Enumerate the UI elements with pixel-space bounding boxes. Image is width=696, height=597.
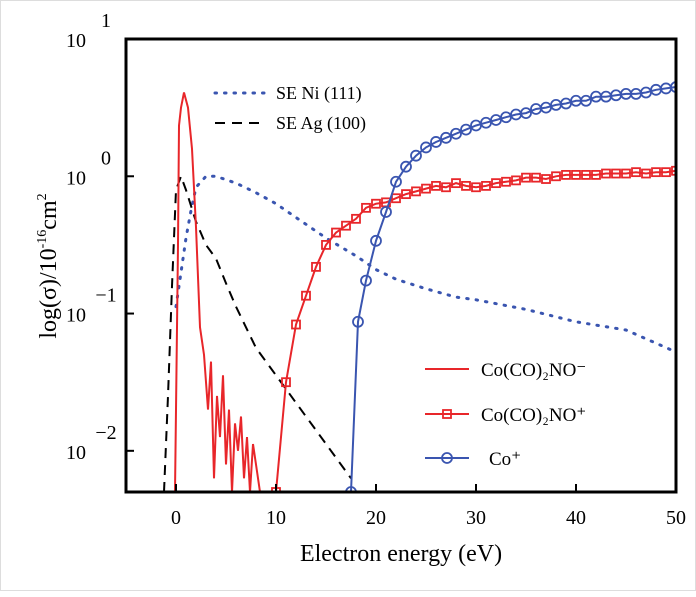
legend-marker-circle <box>441 452 453 464</box>
data-point-square <box>591 169 601 180</box>
data-point-circle <box>410 149 422 162</box>
series-line-2 <box>174 92 261 492</box>
data-point-circle <box>430 136 442 148</box>
data-point-square <box>571 169 581 180</box>
data-point-square <box>521 172 531 183</box>
legend-label: SE Ni (111) <box>276 83 362 104</box>
data-point-square <box>651 167 661 178</box>
data-point-square <box>281 377 291 388</box>
data-point-square <box>501 176 511 187</box>
data-point-square <box>291 319 301 330</box>
series-line-3 <box>275 169 676 492</box>
data-point-circle <box>400 160 412 173</box>
data-point-circle <box>440 131 452 144</box>
legend-label: Co(CO)₂NO⁺ <box>481 405 586 426</box>
data-point-square <box>561 169 571 180</box>
x-tick-label: 10 <box>266 507 286 529</box>
legend-label: Co⁺ <box>489 449 521 470</box>
data-point-square <box>301 290 311 301</box>
data-point-square <box>641 168 651 179</box>
y-tick-label: 10 <box>66 30 86 52</box>
series-line-0 <box>174 174 676 354</box>
data-point-circle <box>380 206 392 218</box>
legend-label: SE Ag (100) <box>276 113 366 134</box>
data-point-square <box>401 189 411 200</box>
data-point-circle <box>370 234 382 247</box>
data-point-circle <box>360 274 372 287</box>
data-point-square <box>611 168 621 179</box>
series-line-4 <box>350 86 676 492</box>
data-point-square <box>671 165 676 176</box>
y-axis-label: log(σ)/10-16cm2 <box>35 193 62 338</box>
data-point-circle <box>450 127 462 140</box>
data-point-circle <box>520 107 532 120</box>
y-tick-exponent: −2 <box>95 422 116 444</box>
data-point-square <box>431 180 441 191</box>
data-point-square <box>621 168 631 179</box>
data-point-circle <box>670 81 676 93</box>
data-point-square <box>451 178 461 189</box>
data-point-square <box>441 182 451 193</box>
data-point-square <box>581 169 591 180</box>
legend-marker-square <box>442 409 452 419</box>
data-point-square <box>631 167 641 178</box>
data-point-square <box>461 180 471 191</box>
data-point-square <box>471 182 481 193</box>
x-tick-label: 40 <box>566 507 586 529</box>
legend-label: Co(CO)₂NO⁻ <box>481 360 586 381</box>
data-point-square <box>371 198 381 209</box>
y-tick-label: 10 <box>66 442 86 464</box>
x-tick-label: 50 <box>666 507 686 529</box>
data-point-square <box>491 178 501 189</box>
data-point-square <box>341 220 351 231</box>
data-point-square <box>661 167 671 178</box>
data-point-square <box>481 180 491 191</box>
data-point-square <box>551 171 561 182</box>
data-point-square <box>321 240 331 250</box>
x-tick-label: 20 <box>366 507 386 529</box>
data-point-square <box>511 175 521 186</box>
data-point-square <box>361 202 371 213</box>
data-point-square <box>601 168 611 179</box>
x-tick-label: 0 <box>171 507 181 529</box>
data-point-square <box>531 172 541 183</box>
y-tick-exponent: 1 <box>101 10 111 32</box>
x-axis-label: Electron energy (eV) <box>300 541 502 567</box>
data-point-square <box>391 193 401 204</box>
data-point-square <box>541 174 551 184</box>
data-point-square <box>331 227 341 238</box>
plot-frame <box>124 37 678 494</box>
data-point-circle <box>580 94 592 107</box>
data-point-circle <box>420 141 432 154</box>
y-tick-exponent: 0 <box>101 147 111 169</box>
data-point-square <box>421 183 431 194</box>
y-tick-label: 10 <box>66 305 86 327</box>
data-point-square <box>311 261 321 272</box>
x-tick-label: 30 <box>466 507 486 529</box>
data-point-square <box>411 186 421 197</box>
data-point-square <box>351 213 361 224</box>
series-line-1 <box>163 173 352 492</box>
data-point-circle <box>345 486 357 492</box>
y-tick-label: 10 <box>66 167 86 189</box>
y-tick-exponent: −1 <box>95 285 116 307</box>
data-point-circle <box>352 315 364 328</box>
data-point-circle <box>460 123 472 136</box>
data-point-circle <box>390 175 402 188</box>
